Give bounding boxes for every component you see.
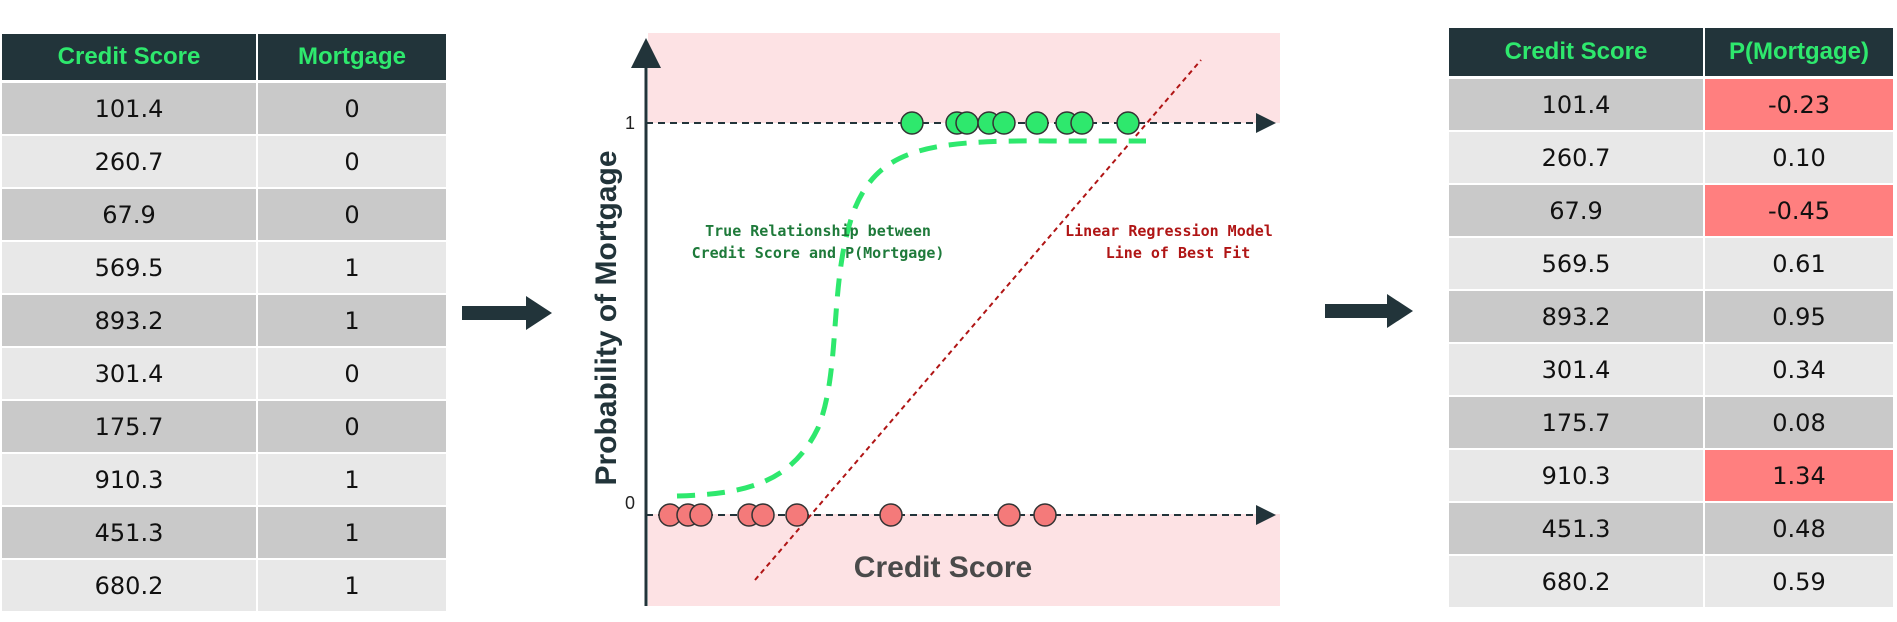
linear-regression-line — [755, 60, 1201, 580]
predictions-table: Credit Score P(Mortgage) 101.4 -0.23 260.… — [1449, 28, 1895, 609]
sigmoid-true-relationship-curve — [677, 141, 1146, 496]
credit-score-cell: 301.4 — [1449, 344, 1705, 397]
table-row: 101.4 0 — [2, 83, 448, 136]
mortgage-cell: 0 — [258, 189, 448, 242]
data-point — [1117, 112, 1139, 134]
table-row: 67.9 0 — [2, 189, 448, 242]
true-relationship-label-line1: True Relationship between — [705, 222, 931, 240]
data-point — [880, 504, 902, 526]
mortgage-cell: 1 — [258, 507, 448, 560]
true-relationship-label-line2: Credit Score and P(Mortgage) — [692, 244, 945, 262]
linear-model-label-line1: Linear Regression Model – — [1065, 222, 1280, 240]
credit-score-cell: 260.7 — [2, 136, 258, 189]
table-row: 680.2 1 — [2, 560, 448, 613]
table-row: 260.7 0.10 — [1449, 132, 1895, 185]
data-point — [1026, 112, 1048, 134]
credit-score-cell: 101.4 — [2, 83, 258, 136]
credit-score-cell: 67.9 — [1449, 185, 1705, 238]
probability-cell-out-of-range: -0.23 — [1705, 79, 1895, 132]
probability-cell-out-of-range: 1.34 — [1705, 450, 1895, 503]
table-row: 301.4 0.34 — [1449, 344, 1895, 397]
header-credit-score: Credit Score — [1449, 28, 1705, 79]
data-point — [901, 112, 923, 134]
table-row: 451.3 1 — [2, 507, 448, 560]
logistic-vs-linear-diagram: 1 0 Probability of Mortgage Credit Score… — [560, 28, 1280, 618]
probability-cell: 0.08 — [1705, 397, 1895, 450]
mortgage-cell: 0 — [258, 348, 448, 401]
credit-score-cell: 569.5 — [2, 242, 258, 295]
table-row: 910.3 1 — [2, 454, 448, 507]
table-row: 893.2 1 — [2, 295, 448, 348]
credit-score-cell: 260.7 — [1449, 132, 1705, 185]
probability-cell: 0.34 — [1705, 344, 1895, 397]
mortgage-cell: 1 — [258, 242, 448, 295]
credit-score-cell: 451.3 — [2, 507, 258, 560]
table-row: 101.4 -0.23 — [1449, 79, 1895, 132]
probability-cell: 0.48 — [1705, 503, 1895, 556]
header-credit-score: Credit Score — [2, 34, 258, 83]
mortgage-cell: 0 — [258, 136, 448, 189]
credit-score-cell: 101.4 — [1449, 79, 1705, 132]
credit-score-cell: 67.9 — [2, 189, 258, 242]
credit-score-cell: 893.2 — [2, 295, 258, 348]
data-point — [998, 504, 1020, 526]
data-point — [1071, 112, 1093, 134]
probability-cell: 0.59 — [1705, 556, 1895, 609]
data-point — [690, 504, 712, 526]
credit-score-cell: 910.3 — [2, 454, 258, 507]
credit-score-cell: 680.2 — [1449, 556, 1705, 609]
data-point — [752, 504, 774, 526]
table-row: 680.2 0.59 — [1449, 556, 1895, 609]
header-mortgage: Mortgage — [258, 34, 448, 83]
table-row: 260.7 0 — [2, 136, 448, 189]
right-arrow-icon — [462, 296, 554, 330]
credit-score-cell: 680.2 — [2, 560, 258, 613]
credit-score-cell: 301.4 — [2, 348, 258, 401]
mortgage-cell: 1 — [258, 454, 448, 507]
header-p-mortgage: P(Mortgage) — [1705, 28, 1895, 79]
credit-score-cell: 451.3 — [1449, 503, 1705, 556]
x-axis-label: Credit Score — [854, 551, 1032, 584]
mortgage-cell: 1 — [258, 295, 448, 348]
data-point — [956, 112, 978, 134]
table-row: 569.5 0.61 — [1449, 238, 1895, 291]
credit-score-cell: 569.5 — [1449, 238, 1705, 291]
right-arrow-icon — [1325, 294, 1415, 328]
credit-score-cell: 893.2 — [1449, 291, 1705, 344]
probability-cell: 0.10 — [1705, 132, 1895, 185]
credit-score-cell: 175.7 — [2, 401, 258, 454]
y-tick-0: 0 — [625, 493, 635, 513]
table-row: 67.9 -0.45 — [1449, 185, 1895, 238]
data-point — [786, 504, 808, 526]
mortgage-cell: 0 — [258, 83, 448, 136]
y-tick-1: 1 — [625, 113, 635, 133]
table-row: 569.5 1 — [2, 242, 448, 295]
table-row: 893.2 0.95 — [1449, 291, 1895, 344]
probability-cell: 0.95 — [1705, 291, 1895, 344]
mortgage-cell: 0 — [258, 401, 448, 454]
table-row: 910.3 1.34 — [1449, 450, 1895, 503]
input-data-table: Credit Score Mortgage 101.4 0 260.7 0 67.9… — [2, 34, 448, 613]
table-row: 451.3 0.48 — [1449, 503, 1895, 556]
table-row: 175.7 0.08 — [1449, 397, 1895, 450]
credit-score-cell: 910.3 — [1449, 450, 1705, 503]
y-axis-label: Probability of Mortgage — [590, 150, 623, 485]
linear-model-label-line2: Line of Best Fit — [1106, 244, 1251, 262]
credit-score-cell: 175.7 — [1449, 397, 1705, 450]
table-row: 175.7 0 — [2, 401, 448, 454]
mortgage-cell: 1 — [258, 560, 448, 613]
data-point — [993, 112, 1015, 134]
probability-cell: 0.61 — [1705, 238, 1895, 291]
probability-cell-out-of-range: -0.45 — [1705, 185, 1895, 238]
data-point — [1034, 504, 1056, 526]
table-row: 301.4 0 — [2, 348, 448, 401]
